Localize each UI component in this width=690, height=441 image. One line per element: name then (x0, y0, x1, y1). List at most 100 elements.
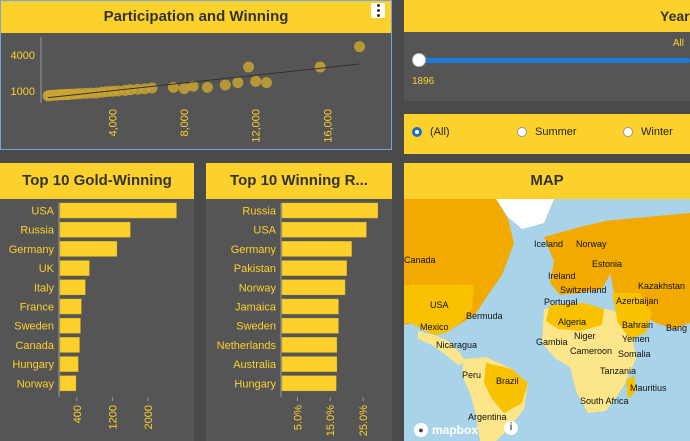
bar (281, 375, 337, 392)
bar (281, 202, 379, 219)
bar (59, 356, 79, 372)
season-option-label: (All) (430, 126, 450, 138)
year-range-label: All (672, 38, 684, 49)
x-tick-label: 5.0% (292, 405, 304, 430)
map-label: Bang (666, 323, 688, 333)
map-panel[interactable]: MAP Canada Iceland Norway Estonia Irelan… (404, 163, 690, 441)
radio-icon (623, 127, 633, 137)
category-label: Hungary (234, 378, 276, 390)
panel-header: Top 10 Gold-Winning (0, 163, 194, 199)
bar (59, 375, 77, 392)
scatter-point (260, 77, 272, 89)
bar (281, 221, 367, 238)
mapbox-attribution: mapbox (432, 423, 479, 437)
scatter-point (219, 79, 231, 91)
category-label: Pakistan (234, 263, 276, 275)
scatter-point (201, 81, 213, 93)
category-label: UK (39, 263, 55, 275)
bar (59, 298, 82, 315)
bar (59, 279, 86, 296)
season-option-summer[interactable]: Summer (517, 126, 577, 138)
panel-header: Participation and Winning (1, 1, 391, 33)
x-tick-label: 16,000 (322, 109, 334, 143)
radio-icon (517, 127, 527, 137)
scatter-chart: 1000 4000 4,000 8,000 12,000 16,000 (11, 37, 366, 143)
category-label: USA (253, 225, 276, 237)
x-tick-label: 2000 (143, 405, 155, 429)
scatter-point (243, 61, 255, 73)
land-middle-east (612, 293, 652, 339)
map-label: Kazakhstan (638, 281, 686, 291)
category-label: Russia (242, 206, 277, 218)
map-label: Mauritius (630, 383, 667, 393)
map-label: Peru (462, 370, 482, 380)
map-label: Nicaragua (436, 340, 478, 350)
map-label: Cameroon (570, 346, 613, 356)
mapbox-logo[interactable]: ● mapbox (414, 423, 478, 437)
land-north-africa (546, 303, 604, 331)
season-option-label: Winter (641, 126, 673, 138)
gold-bar-chart: USA Russia Germany UK Italy France Sweden Canad… (9, 202, 177, 429)
bar (281, 356, 338, 372)
category-label: Australia (233, 359, 277, 371)
bar (281, 260, 347, 276)
panel-header: MAP (404, 163, 690, 199)
map-label: Mexico (420, 322, 449, 332)
year-filter-panel: Year All 1896 (404, 0, 690, 101)
map-label: Gambia (536, 337, 568, 347)
scatter-point (314, 61, 326, 73)
panel-header: Top 10 Winning R... (206, 163, 392, 199)
bar (281, 317, 339, 334)
map-label: Algeria (558, 317, 587, 327)
map-label: Portugal (544, 297, 578, 307)
scatter-point (250, 75, 262, 87)
bar (59, 241, 118, 257)
season-option-winter[interactable]: Winter (623, 126, 673, 138)
info-icon[interactable]: i (504, 421, 518, 435)
map-label: Switzerland (560, 285, 607, 295)
land-africa (542, 303, 636, 413)
year-slider-handle[interactable] (412, 53, 426, 67)
land-brazil (484, 363, 528, 413)
year-slider-track[interactable] (418, 58, 690, 63)
world-map[interactable] (404, 163, 690, 441)
season-option-all[interactable]: (All) (412, 126, 450, 138)
land-uk (554, 263, 564, 279)
map-label: Ireland (548, 271, 576, 281)
panel-title: MAP (530, 172, 564, 189)
category-label: Germany (9, 244, 55, 256)
map-label: Brazil (496, 376, 519, 386)
winning-rate-bar-chart: Russia USA Germany Pakistan Norway Jamaica Swe… (217, 202, 379, 436)
category-label: Russia (20, 225, 55, 237)
x-tick-label: 12,000 (251, 109, 263, 143)
category-label: USA (31, 206, 54, 218)
category-label: Germany (231, 244, 277, 256)
season-option-label: Summer (535, 126, 577, 138)
bar (59, 260, 90, 276)
x-tick-label: 8,000 (179, 109, 191, 137)
bar (281, 337, 338, 353)
year-filter-title: Year (660, 8, 690, 24)
map-label: Iceland (534, 239, 564, 249)
category-label: Norway (17, 378, 55, 390)
map-label: Canada (404, 255, 436, 265)
bar (281, 298, 339, 315)
map-label: Argentina (468, 412, 507, 422)
year-start-value: 1896 (412, 76, 435, 87)
bar (59, 221, 131, 238)
bar (59, 202, 177, 219)
more-vertical-icon[interactable] (371, 3, 385, 18)
x-tick-label: 25.0% (358, 405, 370, 436)
bar (59, 317, 81, 334)
mapbox-icon: ● (414, 423, 428, 437)
y-tick-label: 4000 (11, 50, 35, 62)
map-label: Somalia (618, 349, 651, 359)
map-label: Bermuda (466, 311, 503, 321)
bar (59, 337, 80, 353)
scatter-point (187, 80, 199, 92)
category-label: Canada (15, 340, 54, 352)
map-label: Niger (574, 331, 596, 341)
category-label: Norway (239, 282, 277, 294)
category-label: Italy (34, 282, 55, 294)
map-label: Tanzania (600, 366, 637, 376)
